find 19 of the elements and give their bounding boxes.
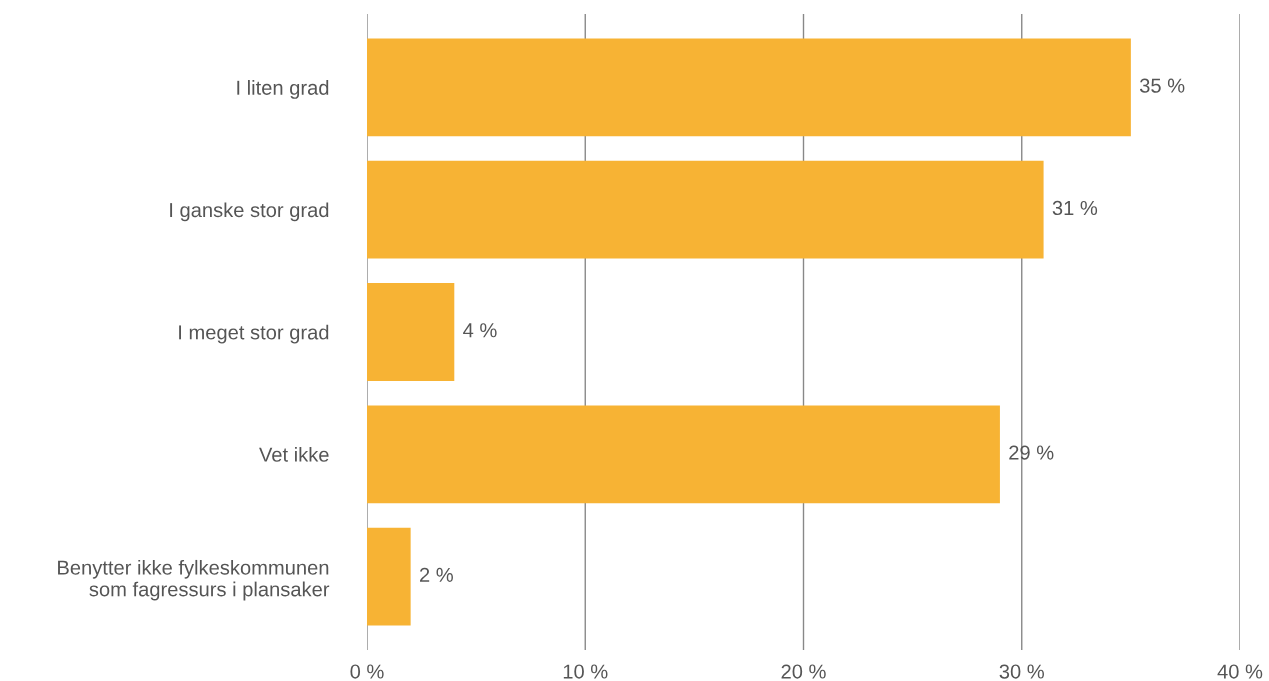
y-tick-label: I meget stor grad bbox=[179, 324, 329, 344]
data-label: 31 % bbox=[1052, 200, 1098, 216]
bar bbox=[367, 38, 1131, 137]
x-tick-label: 0 % bbox=[350, 664, 384, 679]
x-tick-label: 20 % bbox=[781, 664, 826, 679]
x-tick-label: 30 % bbox=[999, 664, 1044, 679]
y-tick-label: I liten grad bbox=[237, 80, 329, 99]
data-label: 2 % bbox=[420, 567, 453, 582]
bar bbox=[367, 527, 411, 626]
y-tick-label: Benytter ikke fylkeskommunen som fagressurs i plansaker bbox=[58, 559, 330, 601]
bar bbox=[367, 160, 1044, 259]
data-label: 35 % bbox=[1139, 78, 1185, 93]
x-tick-label: 40 % bbox=[1217, 664, 1263, 679]
x-tick-label: 10 % bbox=[563, 664, 608, 679]
y-tick-label: I ganske stor grad bbox=[170, 202, 329, 222]
bar bbox=[367, 405, 1000, 504]
y-tick-label: Vet ikke bbox=[259, 447, 329, 462]
data-label: 4 % bbox=[463, 323, 497, 338]
bar bbox=[367, 283, 455, 381]
